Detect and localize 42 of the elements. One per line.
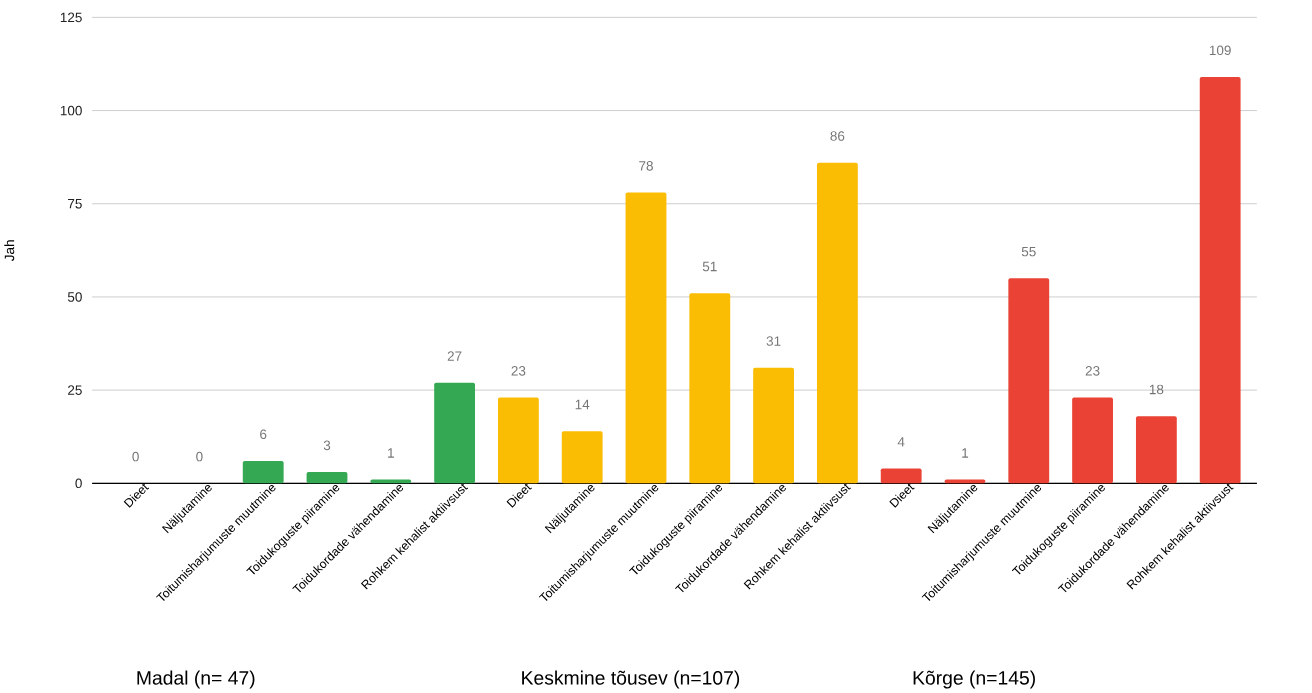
y-tick-label: 100 [60,105,82,116]
data-label: 4 [897,437,905,447]
data-label: 31 [766,336,781,346]
data-label: 0 [196,451,203,462]
data-label: 55 [1021,246,1036,257]
data-label: 27 [447,351,462,361]
bar [816,162,858,484]
y-tick-label: 75 [68,199,82,209]
data-label: 1 [388,448,394,458]
data-label: 18 [1149,384,1164,395]
data-label: 78 [639,161,653,171]
y-tick-label: 125 [60,12,82,23]
data-label: 23 [1085,366,1100,376]
bar [1199,77,1241,484]
bar [434,382,476,484]
data-label: 23 [511,366,526,376]
data-label: 51 [702,261,717,272]
bar [497,397,539,484]
y-tick-label: 25 [68,385,82,395]
bar [1072,397,1113,484]
bar [1008,278,1050,484]
data-label: 86 [830,131,845,141]
y-axis-title: Jah [4,240,15,262]
text: Madal (n= 47) [137,670,255,689]
bar [242,460,284,484]
bar [1135,416,1177,484]
data-label: 109 [1209,45,1231,56]
data-label: 1 [962,448,969,458]
y-tick-label: 0 [75,478,82,489]
data-label: 14 [575,399,590,410]
data-label: 6 [260,429,267,439]
text: Kõrge (n=145) [913,670,1035,689]
bar [306,472,348,484]
bar [753,367,794,484]
bar [880,468,922,484]
data-label: 0 [132,451,139,462]
bar [689,293,731,484]
text: Keskmine tõusev (n=107) [522,670,740,689]
bar [561,431,603,484]
bar [625,192,667,484]
y-tick-label: 50 [67,292,82,302]
data-label: 3 [323,440,331,451]
